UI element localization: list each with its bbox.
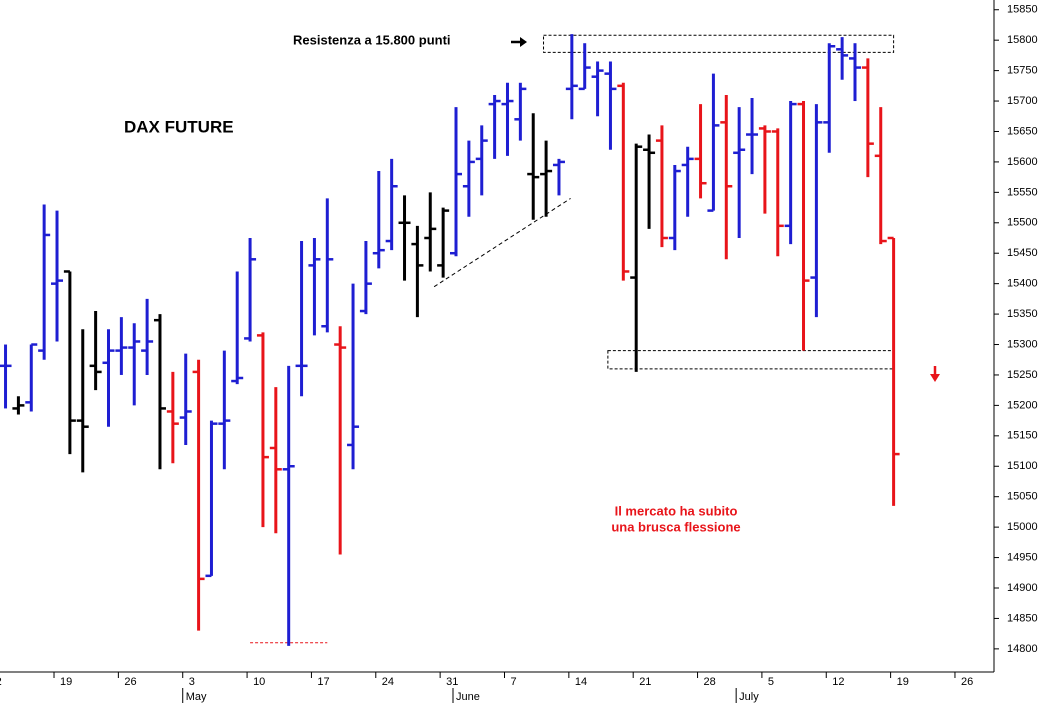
y-tick-label: 14950 bbox=[1007, 551, 1038, 563]
x-tick-label: 14 bbox=[575, 676, 587, 688]
y-tick-label: 15450 bbox=[1007, 247, 1038, 259]
x-tick-label: 3 bbox=[189, 676, 195, 688]
trendline bbox=[433, 198, 571, 288]
x-tick-label: 26 bbox=[124, 676, 136, 688]
x-tick-label: 12 bbox=[832, 676, 844, 688]
x-tick-label: 10 bbox=[253, 676, 265, 688]
x-tick-label: 17 bbox=[317, 676, 329, 688]
annotation-line: una brusca flessione bbox=[611, 519, 740, 534]
annotation-line: Il mercato ha subito bbox=[615, 503, 738, 518]
y-tick-label: 15550 bbox=[1007, 186, 1038, 198]
y-tick-label: 15200 bbox=[1007, 399, 1038, 411]
y-tick-label: 15350 bbox=[1007, 308, 1038, 320]
x-tick-label: 26 bbox=[961, 676, 973, 688]
x-tick-label: 19 bbox=[897, 676, 909, 688]
y-tick-label: 15300 bbox=[1007, 338, 1038, 350]
x-tick-label: 7 bbox=[510, 676, 516, 688]
y-tick-label: 15400 bbox=[1007, 278, 1038, 290]
y-tick-label: 14800 bbox=[1007, 643, 1038, 655]
y-tick-label: 15600 bbox=[1007, 156, 1038, 168]
x-tick-label: 5 bbox=[768, 676, 774, 688]
y-tick-label: 15050 bbox=[1007, 491, 1038, 503]
month-label: May bbox=[186, 691, 207, 703]
annotation: Resistenza a 15.800 punti bbox=[293, 32, 451, 47]
y-tick-label: 14850 bbox=[1007, 612, 1038, 624]
x-tick-label: 21 bbox=[639, 676, 651, 688]
y-tick-label: 15250 bbox=[1007, 369, 1038, 381]
x-tick-label: 28 bbox=[704, 676, 716, 688]
x-tick-label: 2 bbox=[0, 676, 2, 688]
month-label: July bbox=[739, 691, 759, 703]
y-tick-label: 14900 bbox=[1007, 582, 1038, 594]
y-tick-label: 15750 bbox=[1007, 65, 1038, 77]
y-tick-label: 15000 bbox=[1007, 521, 1038, 533]
x-tick-label: 24 bbox=[382, 676, 394, 688]
level-zone bbox=[543, 34, 895, 53]
y-tick-label: 15800 bbox=[1007, 34, 1038, 46]
x-tick-label: 19 bbox=[60, 676, 72, 688]
arrow-down bbox=[930, 366, 940, 382]
chart-title: DAX FUTURE bbox=[124, 117, 234, 136]
y-tick-label: 15850 bbox=[1007, 4, 1038, 16]
y-tick-label: 15500 bbox=[1007, 217, 1038, 229]
month-label: June bbox=[456, 691, 480, 703]
y-tick-label: 15150 bbox=[1007, 430, 1038, 442]
x-tick-label: 31 bbox=[446, 676, 458, 688]
level-zone bbox=[607, 350, 895, 370]
y-tick-label: 15650 bbox=[1007, 125, 1038, 137]
arrow-right bbox=[511, 37, 527, 47]
y-tick-label: 15100 bbox=[1007, 460, 1038, 472]
y-tick-label: 15700 bbox=[1007, 95, 1038, 107]
